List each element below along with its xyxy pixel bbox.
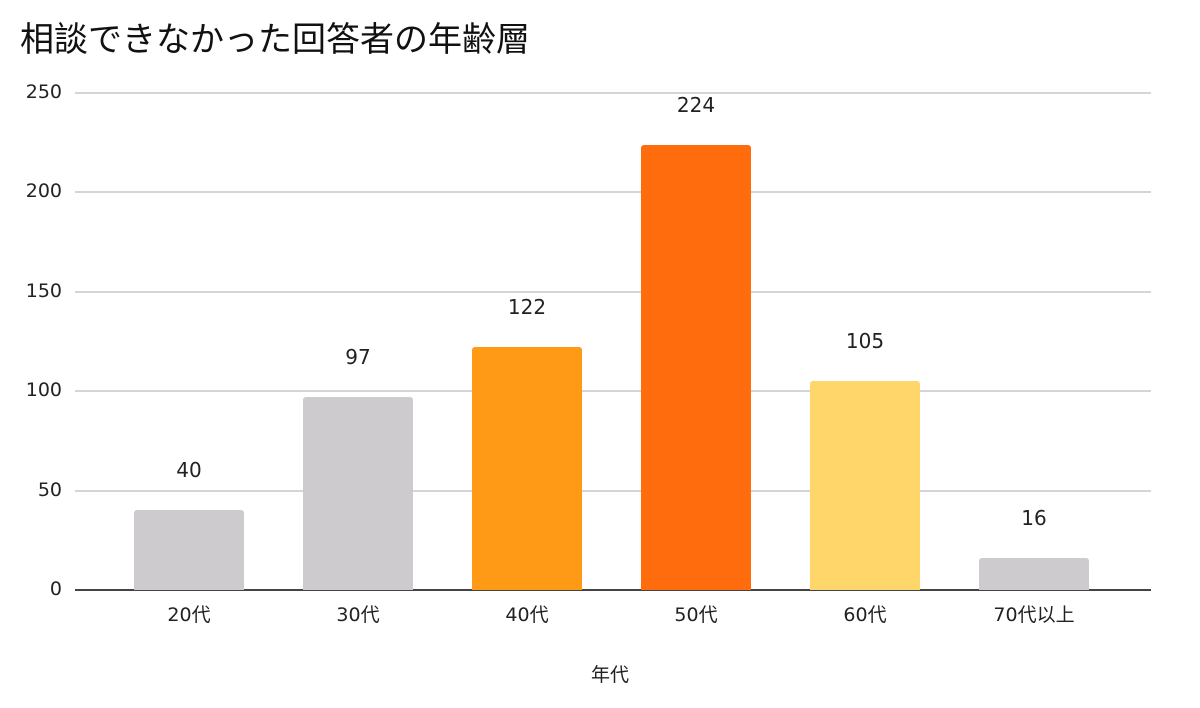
data-label: 122 (507, 295, 547, 320)
x-axis-title: 年代 (590, 664, 629, 686)
gridline (75, 489, 1151, 492)
y-tick-label: 0 (49, 578, 62, 600)
data-label: 40 (176, 458, 202, 483)
y-tick-label: 200 (25, 180, 62, 203)
bar-40代[interactable] (472, 347, 582, 590)
y-tick-label: 50 (37, 478, 62, 501)
data-label: 105 (845, 329, 885, 354)
x-tick-label: 60代 (843, 604, 887, 626)
plot-area: 40 97 122 224 105 16 (75, 92, 1151, 591)
x-tick-label: 20代 (167, 604, 211, 626)
gridline (75, 290, 1151, 293)
bar-50代[interactable] (641, 144, 751, 590)
x-axis-line (75, 589, 1151, 591)
chart-title: 相談できなかった回答者の年齢層 (20, 20, 530, 60)
bar-70代以上[interactable] (979, 558, 1089, 590)
bar-30代[interactable] (303, 397, 413, 590)
x-tick-label: 50代 (674, 604, 718, 626)
x-tick-label: 40代 (505, 604, 549, 626)
gridline (75, 191, 1151, 194)
y-tick-label: 150 (25, 279, 62, 302)
data-label: 16 (1021, 506, 1047, 531)
y-tick-label: 100 (25, 379, 62, 402)
x-tick-label: 30代 (336, 604, 380, 626)
gridline (75, 390, 1151, 393)
data-label: 97 (345, 345, 371, 370)
bar-20代[interactable] (134, 510, 244, 590)
y-tick-label: 250 (25, 81, 62, 103)
x-tick-label: 70代以上 (993, 604, 1075, 626)
data-label: 224 (676, 92, 716, 117)
bar-60代[interactable] (810, 381, 920, 590)
gridline (75, 92, 1151, 94)
